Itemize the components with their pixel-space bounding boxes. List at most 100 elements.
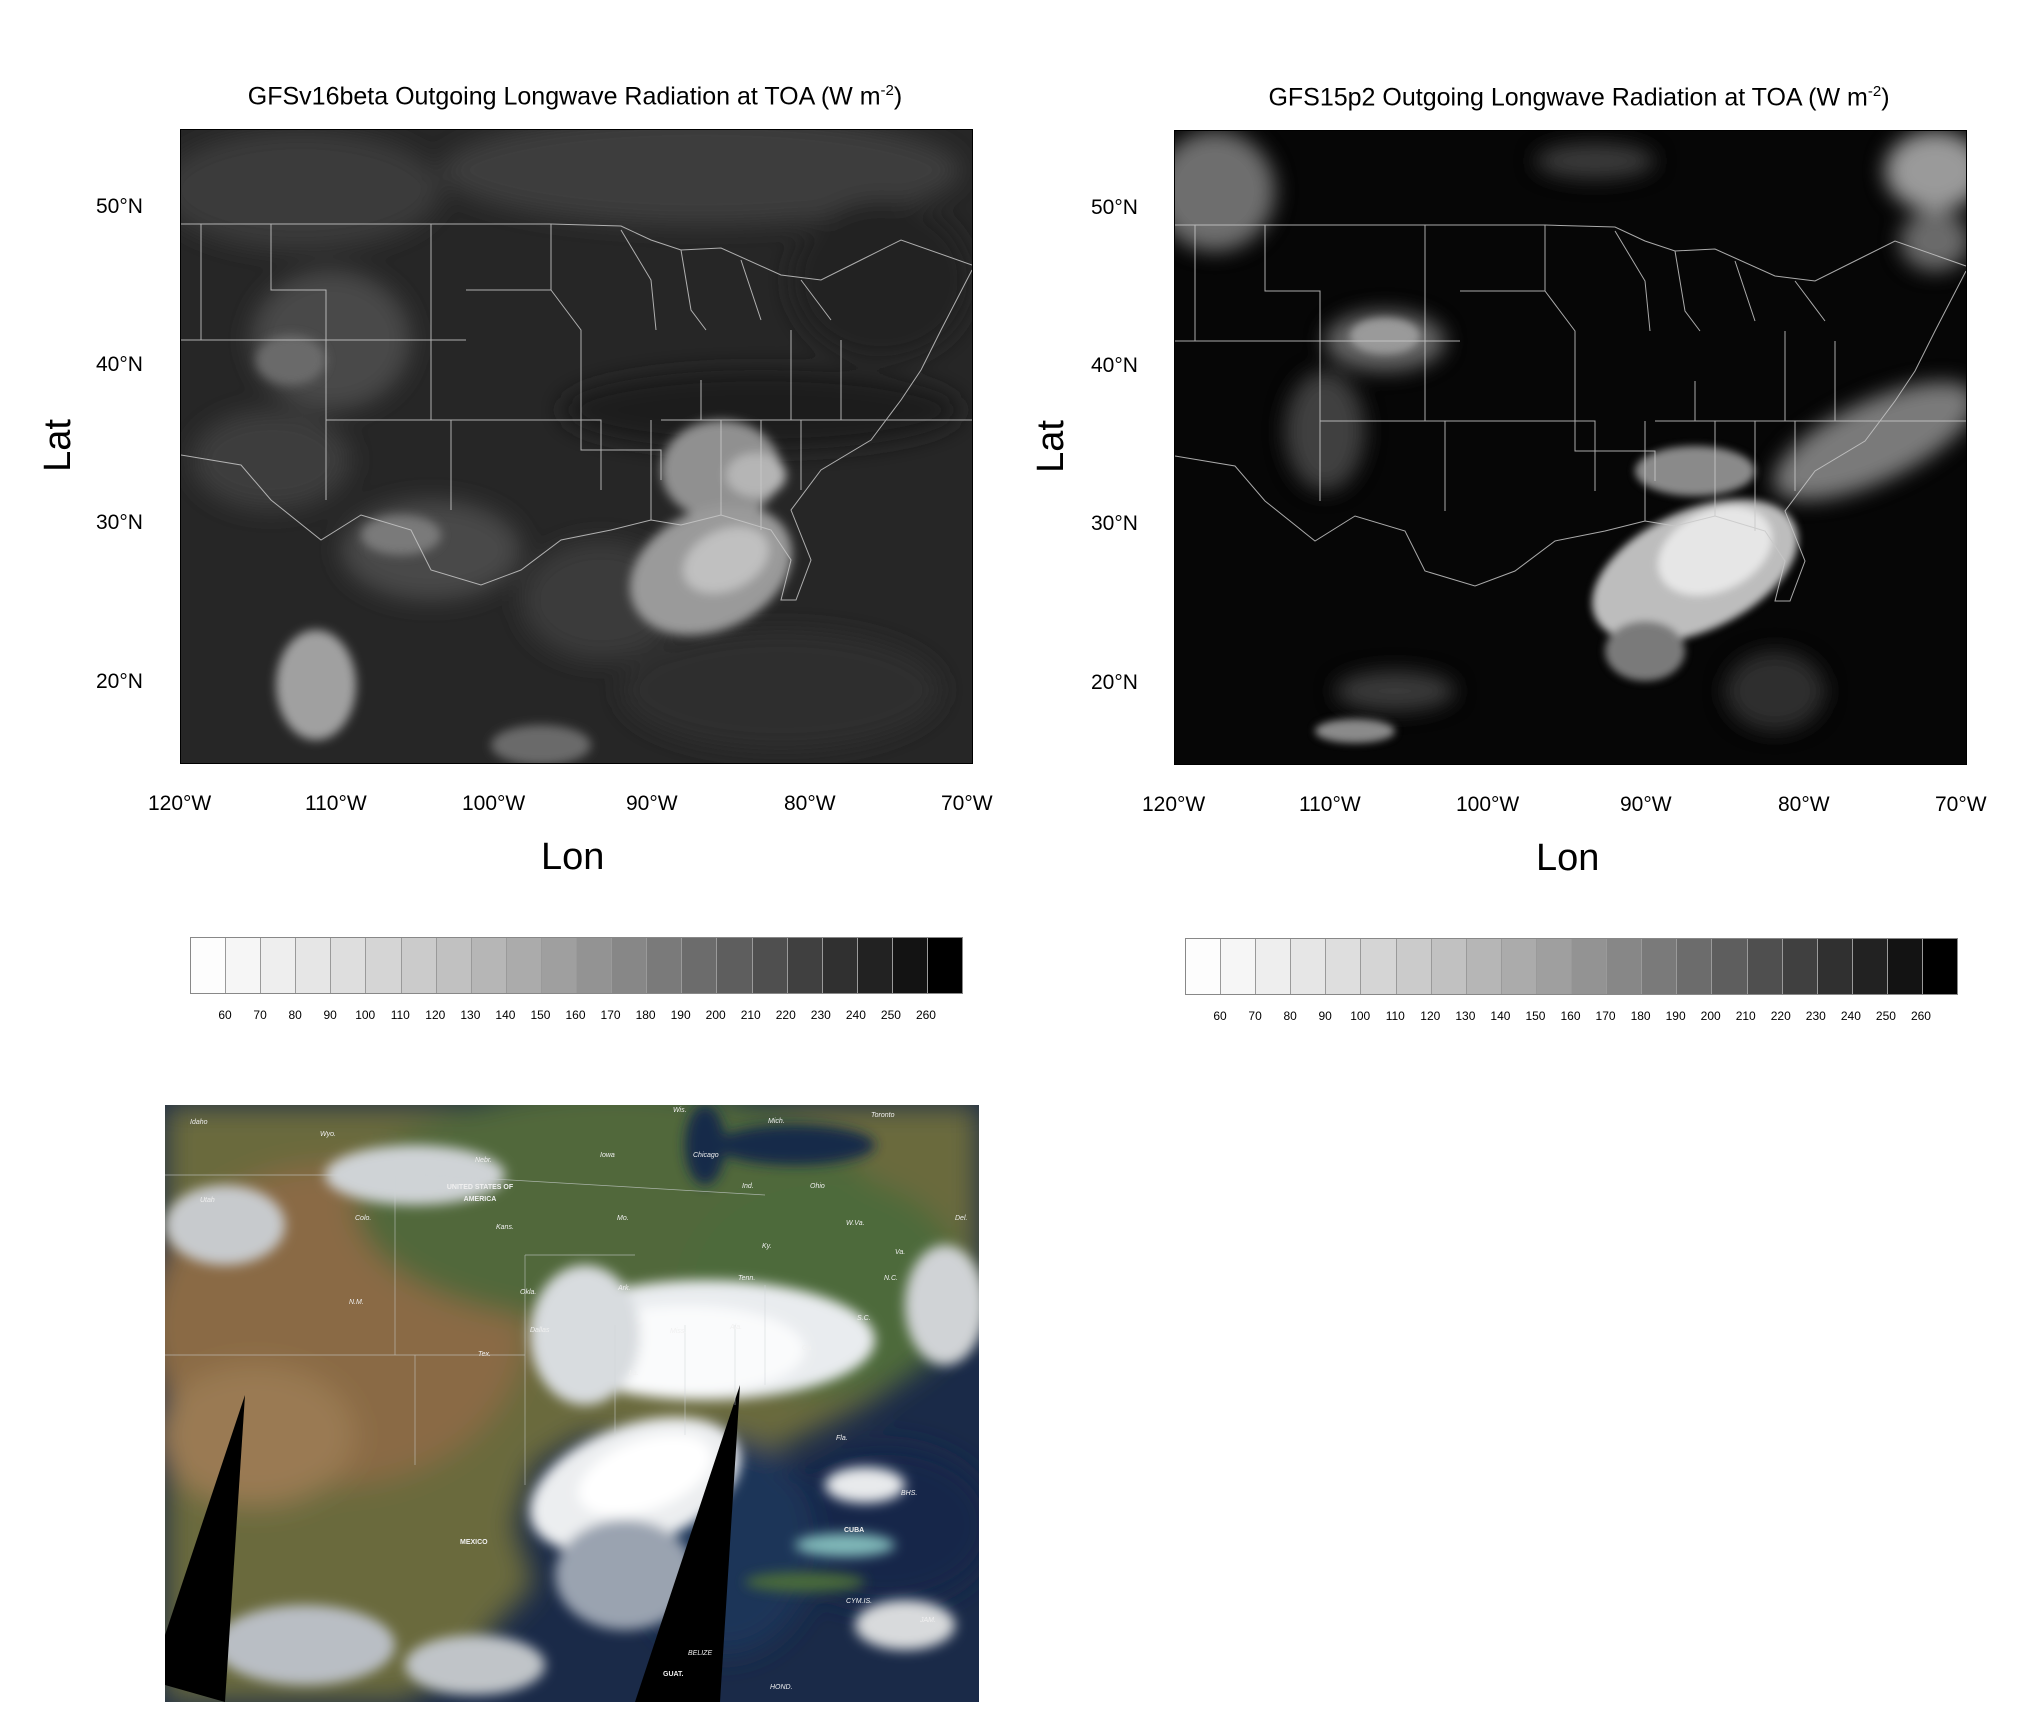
right-colorbar-swatch [1782,939,1818,994]
sat-label-tenn: Tenn. [738,1275,756,1282]
right-colorbar-swatch [1221,939,1257,994]
sat-label-nc: N.C. [884,1275,898,1282]
satellite-scene [165,1105,979,1702]
left-colorbar-swatch [226,938,262,993]
left-title-sup: -2 [880,82,894,99]
gfs15p2-olr-panel: GFS15p2 Outgoing Longwave Radiation at T… [1009,0,2019,1060]
right-colorbar-swatch [1466,939,1502,994]
left-colorbar-label: 130 [460,1008,481,1022]
right-lon-tick-100w: 100°W [1456,793,1520,816]
right-colorbar-swatch [1186,939,1222,994]
right-colorbar-label: 140 [1490,1009,1511,1023]
left-colorbar-swatch [331,938,367,993]
right-title-text: GFS15p2 Outgoing Longwave Radiation at T… [1268,83,1868,112]
left-lon-tick-120w: 120°W [148,792,212,815]
right-colorbar-swatch [1887,939,1923,994]
sat-label-cym-is: CYM.IS. [846,1598,873,1605]
left-lon-tick-80w: 80°W [784,792,836,815]
sat-label-ga: Ga. [802,1345,814,1352]
sat-label-la: La. [629,1370,639,1377]
sat-label-jam: JAM. [920,1617,936,1624]
right-colorbar-swatch [1712,939,1748,994]
right-colorbar-label: 200 [1700,1009,1721,1023]
left-colorbar-label: 230 [810,1008,831,1022]
sat-label-wyo: Wyo. [320,1131,336,1138]
satellite-true-color-image: Idaho Wyo. Nebr. Iowa Wis. Mich. Toronto… [165,1105,979,1702]
right-lat-tick-50: 50°N [1091,196,1138,219]
left-colorbar-swatch [752,938,788,993]
right-colorbar-swatch [1361,939,1397,994]
sat-label-idaho: Idaho [190,1119,208,1126]
left-lon-tick-110w: 110°W [305,792,367,815]
right-lon-tick-110w: 110°W [1299,793,1361,816]
right-colorbar-swatch [1852,939,1888,994]
left-panel-title: GFSv16beta Outgoing Longwave Radiation a… [215,82,935,111]
right-lat-tick-40: 40°N [1091,354,1138,377]
left-colorbar-label: 140 [495,1008,516,1022]
right-olr-map [1174,130,1967,765]
left-colorbar-label: 160 [565,1008,586,1022]
right-lon-tick-70w: 70°W [1935,793,1987,816]
right-colorbar-label: 220 [1770,1009,1791,1023]
left-colorbar-swatch [191,938,227,993]
sat-label-wva: W.Va. [846,1220,865,1227]
sat-label-okla: Okla. [520,1289,537,1296]
left-colorbar-swatch [822,938,858,993]
right-colorbar-swatch [1326,939,1362,994]
right-colorbar-swatch [1291,939,1327,994]
left-colorbar-swatch [787,938,823,993]
right-lat-tick-20: 20°N [1091,671,1138,694]
left-colorbar-swatch [612,938,648,993]
sat-label-mich: Mich. [768,1118,785,1125]
right-colorbar-label: 170 [1595,1009,1616,1023]
left-colorbar-swatch [857,938,893,993]
right-colorbar-swatch [1677,939,1713,994]
left-colorbar-label: 80 [288,1008,302,1022]
left-colorbar-labels: 60 70 80 90 100 110 120 130 140 150 160 170 180 190 20… [190,1008,961,1024]
left-colorbar-swatch [296,938,332,993]
right-colorbar-label: 190 [1665,1009,1686,1023]
left-colorbar-label: 200 [705,1008,726,1022]
left-colorbar-label: 250 [880,1008,901,1022]
left-lon-axis-label: Lon [541,836,605,878]
right-lon-tick-80w: 80°W [1778,793,1830,816]
sat-label-ky: Ky. [762,1243,772,1250]
sat-label-usa: UNITED STATES OF AMERICA [446,1184,514,1203]
right-colorbar-label: 210 [1735,1009,1756,1023]
right-colorbar-swatch [1396,939,1432,994]
sat-label-sc: S.C. [857,1315,871,1322]
left-colorbar-swatch [717,938,753,993]
left-colorbar-swatch [401,938,437,993]
left-colorbar-label: 190 [670,1008,691,1022]
sat-label-tex: Tex. [478,1351,491,1358]
right-colorbar-label: 240 [1840,1009,1861,1023]
sat-label-iowa: Iowa [600,1152,615,1159]
right-colorbar-swatch [1817,939,1853,994]
sat-label-mexico: MEXICO [460,1539,488,1546]
right-colorbar-swatch [1747,939,1783,994]
left-colorbar-swatch [577,938,613,993]
left-colorbar-swatch [647,938,683,993]
left-lon-tick-90w: 90°W [626,792,678,815]
left-lon-tick-100w: 100°W [462,792,526,815]
right-colorbar-label: 250 [1875,1009,1896,1023]
right-colorbar-label: 120 [1420,1009,1441,1023]
sat-label-fla: Fla. [836,1435,848,1442]
right-colorbar-swatch [1572,939,1608,994]
left-lat-tick-40: 40°N [96,353,143,376]
right-colorbar-swatch [1607,939,1643,994]
sat-label-ohio: Ohio [810,1183,825,1190]
sat-label-del: Del. [955,1215,968,1222]
sat-label-miss: Miss. [670,1328,687,1335]
right-colorbar-label: 70 [1248,1009,1262,1023]
left-colorbar-swatch [541,938,578,993]
left-colorbar-swatch [261,938,297,993]
left-colorbar-swatch [682,938,718,993]
right-colorbar-label: 230 [1805,1009,1826,1023]
sat-label-bhs: BHS. [901,1490,918,1497]
right-lat-axis-label: Lat [1029,420,1072,473]
right-colorbar-swatch [1256,939,1292,994]
left-colorbar-label: 220 [775,1008,796,1022]
sat-label-toronto: Toronto [871,1112,895,1119]
left-colorbar-label: 60 [218,1008,232,1022]
